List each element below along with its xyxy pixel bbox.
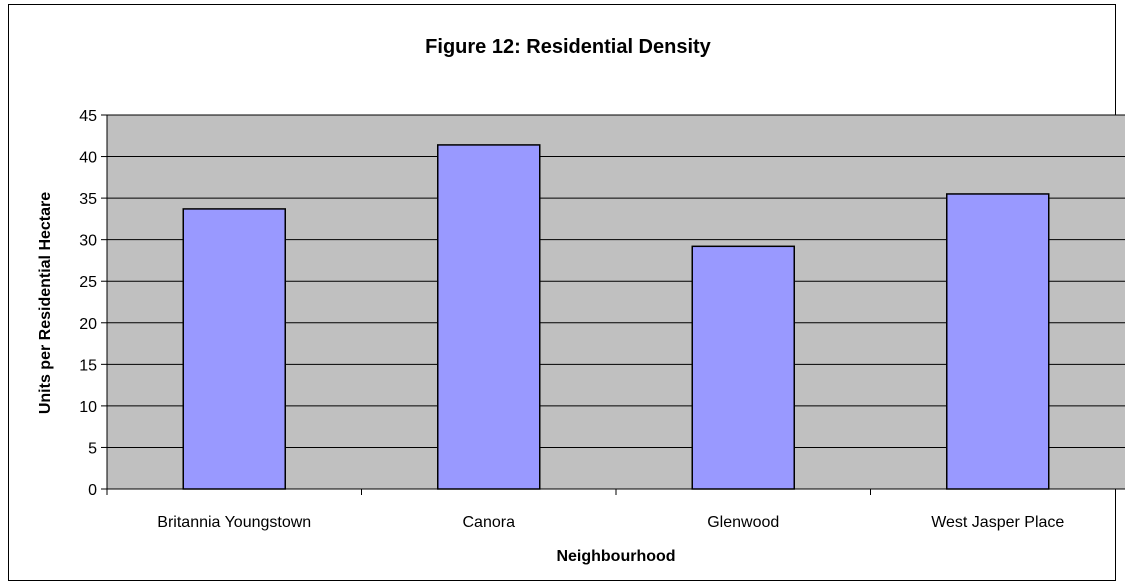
bars — [182, 144, 1050, 490]
axes — [101, 114, 1125, 495]
y-axis-title: Units per Residential Hectare — [37, 192, 54, 414]
x-tick-labels: Britannia Youngstown Canora Glenwood West J… — [157, 514, 1064, 531]
x-tick-label: Glenwood — [707, 514, 779, 531]
y-tick-label: 30 — [79, 233, 97, 250]
chart-title: Figure 12: Residential Density — [425, 36, 712, 58]
x-tick-label: West Jasper Place — [931, 514, 1064, 531]
y-tick-label: 25 — [79, 274, 97, 291]
y-tick-label: 40 — [79, 150, 97, 167]
bar — [437, 144, 541, 490]
y-tick-label: 35 — [79, 191, 97, 208]
y-tick-label: 15 — [79, 357, 97, 374]
bar — [946, 193, 1050, 490]
y-tick-label: 20 — [79, 316, 97, 333]
x-tick-label: Canora — [463, 514, 516, 531]
y-tick-label: 5 — [88, 440, 97, 457]
y-tick-label: 45 — [79, 108, 97, 125]
x-tick-label: Britannia Youngstown — [157, 514, 311, 531]
bar — [182, 208, 286, 490]
y-tick-label: 0 — [88, 482, 97, 499]
y-tick-label: 10 — [79, 399, 97, 416]
x-axis-title: Neighbourhood — [556, 548, 675, 565]
y-tick-labels: 0 5 10 15 20 25 30 35 40 45 — [79, 108, 97, 499]
bar — [691, 245, 795, 490]
